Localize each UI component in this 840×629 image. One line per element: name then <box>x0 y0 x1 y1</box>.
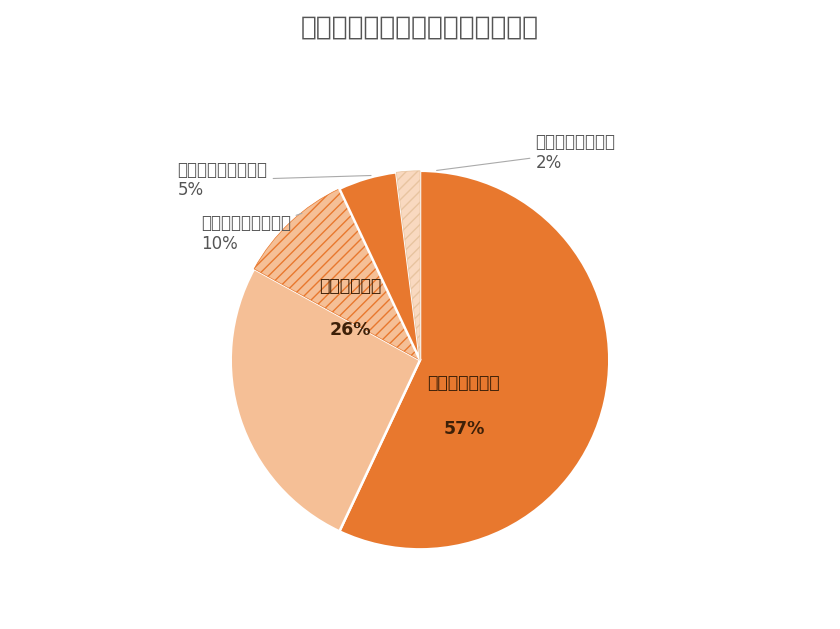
Text: あまりそう思わない
5%: あまりそう思わない 5% <box>177 160 371 199</box>
Text: ややそう思う: ややそう思う <box>320 277 382 295</box>
Text: とてもそう思う: とてもそう思う <box>428 374 500 392</box>
Text: どちらとも言えない
10%: どちらとも言えない 10% <box>201 213 302 252</box>
Text: 57%: 57% <box>444 420 485 438</box>
Wedge shape <box>339 172 420 360</box>
Wedge shape <box>255 189 420 360</box>
Title: 現職場で人材が足りないと思うか: 現職場で人材が足りないと思うか <box>301 15 539 41</box>
Wedge shape <box>396 171 420 360</box>
Wedge shape <box>339 171 609 549</box>
Text: 26%: 26% <box>330 321 371 339</box>
Wedge shape <box>231 269 420 532</box>
Text: 全くそう思わない
2%: 全くそう思わない 2% <box>437 133 616 172</box>
